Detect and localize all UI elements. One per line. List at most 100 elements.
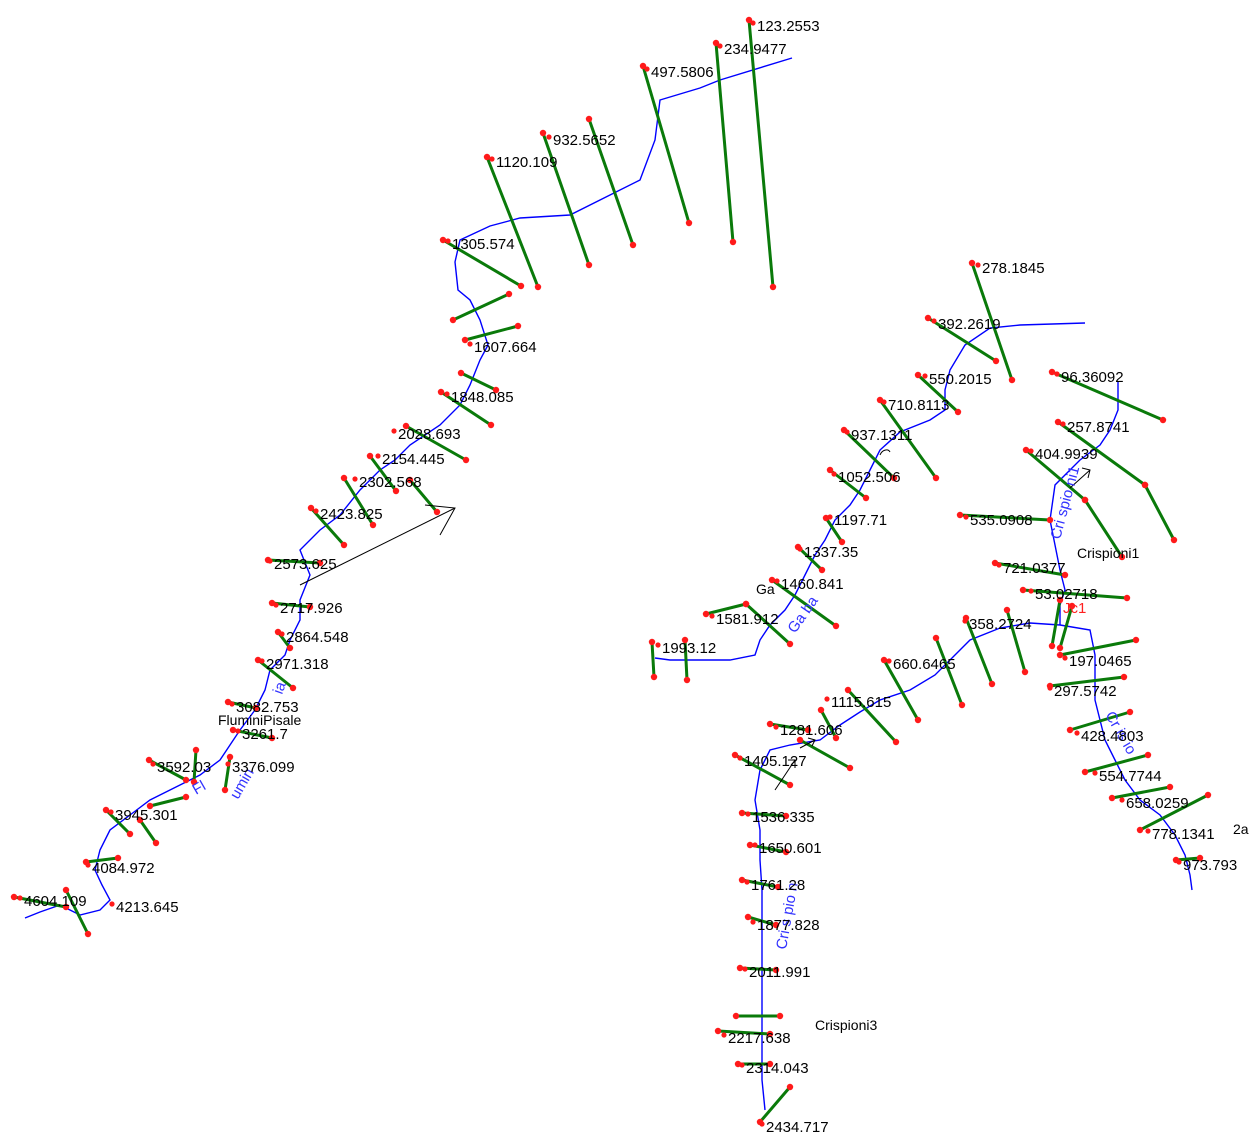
xs-2434 — [758, 1085, 792, 1124]
flow-arrow-line — [299, 507, 456, 586]
bank-point — [517, 282, 525, 290]
bank-point — [954, 408, 962, 416]
bank-point — [772, 921, 780, 929]
bank-point — [316, 559, 324, 567]
bank-point — [62, 903, 70, 911]
station-marker — [267, 558, 273, 564]
bank-point — [62, 886, 70, 894]
xs-1607 — [463, 324, 520, 342]
bank-point — [1054, 418, 1062, 426]
bank-point — [838, 538, 846, 546]
bank-point — [766, 720, 774, 728]
station-label: 932.5652 — [553, 132, 616, 149]
station-label: 660.6465 — [893, 656, 956, 673]
station-marker — [259, 658, 265, 664]
station-label: 404.9939 — [1035, 446, 1098, 463]
bank-point — [439, 236, 447, 244]
station-marker — [225, 761, 231, 767]
bank-point — [1126, 708, 1134, 716]
bank-point — [192, 746, 200, 754]
bank-point — [1118, 553, 1126, 561]
station-marker — [759, 1121, 765, 1127]
station-label: 2864.548 — [286, 629, 349, 646]
station-marker — [739, 1062, 745, 1068]
bank-point — [914, 716, 922, 724]
flow-arrow-small-3 — [799, 737, 816, 749]
bank-point — [1056, 651, 1064, 659]
bank-point — [832, 734, 840, 742]
river-names: Fl umin ia Ga ba Cri spio ni1 Cri s pio … — [190, 464, 1140, 951]
bank-point — [796, 736, 804, 744]
station-marker — [824, 696, 830, 702]
bank-point — [892, 738, 900, 746]
bank-point — [152, 839, 160, 847]
xs-1400 — [451, 292, 511, 322]
bank-point — [1022, 446, 1030, 454]
bank-point — [252, 704, 260, 712]
xs-1120b — [541, 131, 591, 267]
xs-660 — [934, 636, 964, 707]
bank-points — [10, 16, 1212, 1127]
xs-2302b — [408, 478, 439, 514]
bank-point — [392, 487, 400, 495]
bank-point — [483, 153, 491, 161]
bank-point — [514, 322, 522, 330]
station-label: 2028.693 — [398, 426, 461, 443]
flow-arrow-head — [424, 504, 456, 536]
bank-point — [744, 913, 752, 921]
bank-point — [182, 793, 190, 801]
station-marker — [742, 966, 748, 972]
bank-point — [1123, 594, 1131, 602]
station-marker — [391, 428, 397, 434]
station-marker — [655, 642, 661, 648]
bank-point — [782, 848, 790, 856]
xs-1993 — [650, 640, 656, 679]
xs-1581 — [704, 602, 748, 616]
xs-2423 — [309, 506, 346, 547]
xs-1120 — [485, 155, 540, 289]
station-label: 1305.574 — [452, 236, 515, 253]
station-label: 297.5742 — [1054, 683, 1117, 700]
station-label: 4213.645 — [116, 899, 179, 916]
station-label: 2717.926 — [280, 600, 343, 617]
station-marker — [797, 546, 803, 552]
bank-point — [804, 726, 812, 734]
bank-point — [786, 781, 794, 789]
xs-1460 — [770, 578, 838, 628]
xs-554 — [1083, 753, 1150, 774]
station-marker — [721, 1032, 727, 1038]
xs-2302 — [342, 476, 375, 527]
xs-257 — [1056, 420, 1147, 487]
bank-point — [487, 421, 495, 429]
station-marker — [922, 373, 928, 379]
station-label: 2217.638 — [728, 1030, 791, 1047]
xs-358 — [1005, 608, 1027, 674]
station-label: 2434.717 — [766, 1119, 829, 1135]
bank-point — [786, 1083, 794, 1091]
bank-point — [340, 541, 348, 549]
bank-point — [832, 622, 840, 630]
station-label: 710.8113 — [888, 397, 949, 414]
bank-point — [1019, 586, 1027, 594]
bank-point — [1144, 751, 1152, 759]
xs-3945b — [138, 818, 158, 845]
station-label: 1115.615 — [831, 694, 891, 711]
bank-point — [714, 1027, 722, 1035]
station-label: 4604.109 — [24, 893, 87, 910]
bank-point — [782, 812, 790, 820]
reach-label-crispioni1: Crispioni1 — [1077, 545, 1139, 561]
station-label: 1650.601 — [759, 840, 822, 857]
xs-710 — [878, 398, 938, 480]
station-marker — [352, 476, 358, 482]
bank-point — [914, 371, 922, 379]
xs-4604 — [12, 895, 68, 909]
station-marker — [313, 508, 319, 514]
bank-point — [844, 686, 852, 694]
bank-point — [461, 336, 469, 344]
xs-1700 — [459, 371, 498, 392]
xs-358b — [964, 616, 994, 686]
xs-1848 — [439, 390, 493, 427]
xs-721 — [993, 561, 1067, 577]
bank-point — [585, 261, 593, 269]
xs-392 — [926, 316, 998, 363]
